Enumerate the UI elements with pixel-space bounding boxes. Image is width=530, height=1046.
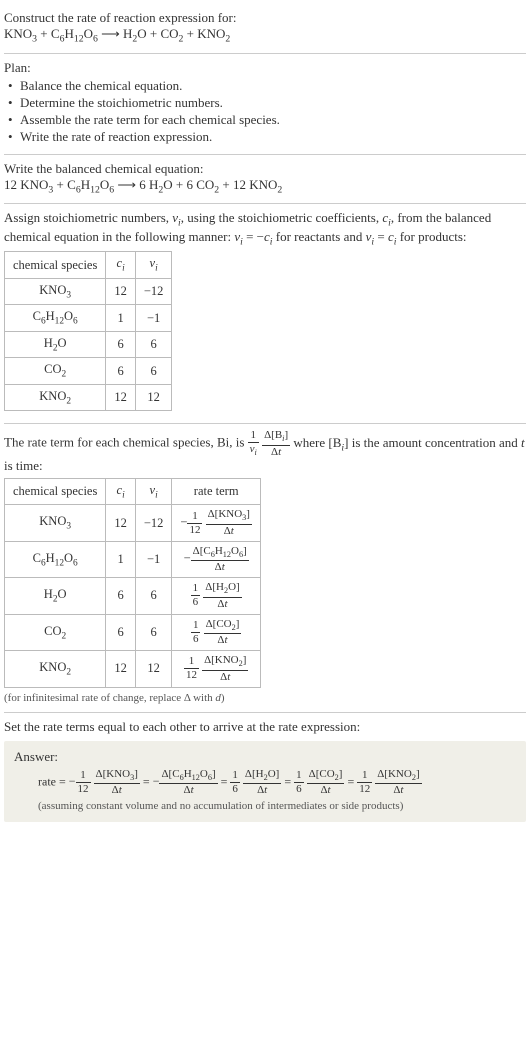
plan-item: Determine the stoichiometric numbers. [20, 95, 526, 111]
cell-species: H2O [5, 578, 106, 614]
table-row: KNO312−12 [5, 278, 172, 305]
rateterm-intro: The rate term for each chemical species,… [4, 430, 526, 473]
table-row: KNO21212 [5, 384, 172, 411]
col-species: chemical species [5, 252, 106, 279]
cell-vi: 6 [135, 578, 172, 614]
col-ci: ci [106, 252, 136, 279]
cell-vi: −12 [135, 505, 172, 541]
cell-ci: 12 [106, 278, 136, 305]
table-row: H2O66 [5, 331, 172, 358]
cell-vi: −1 [135, 305, 172, 332]
table-header-row: chemical species ci νi rate term [5, 478, 261, 505]
cell-species: KNO3 [5, 278, 106, 305]
stoich-intro: Assign stoichiometric numbers, νi, using… [4, 210, 526, 247]
plan-section: Plan: Balance the chemical equation. Det… [4, 54, 526, 155]
table-row: KNO2 12 12 112 Δ[KNO2]Δt [5, 651, 261, 687]
table-row: KNO3 12 −12 −112 Δ[KNO3]Δt [5, 505, 261, 541]
col-ci: ci [106, 478, 136, 505]
rate-table: chemical species ci νi rate term KNO3 12… [4, 478, 261, 688]
cell-vi: 6 [135, 614, 172, 650]
cell-species: KNO2 [5, 651, 106, 687]
table-row: C6H12O6 1 −1 −Δ[C6H12O6]Δt [5, 541, 261, 577]
col-rate: rate term [172, 478, 261, 505]
final-section: Set the rate terms equal to each other t… [4, 713, 526, 830]
rateterm-intro-a: The rate term for each chemical species,… [4, 435, 248, 450]
balanced-equation: 12 KNO3 + C6H12O6 ⟶ 6 H2O + 6 CO2 + 12 K… [4, 177, 526, 196]
cell-species: C6H12O6 [5, 541, 106, 577]
cell-vi: 6 [135, 331, 172, 358]
col-vi: νi [135, 478, 172, 505]
cell-rate: 16 Δ[H2O]Δt [172, 578, 261, 614]
plan-heading: Plan: [4, 60, 526, 76]
plan-list: Balance the chemical equation. Determine… [4, 78, 526, 145]
stoich-section: Assign stoichiometric numbers, νi, using… [4, 204, 526, 424]
plan-item: Balance the chemical equation. [20, 78, 526, 94]
answer-note: (assuming constant volume and no accumul… [14, 800, 516, 812]
table-row: C6H12O61−1 [5, 305, 172, 332]
infinitesimal-note: (for infinitesimal rate of change, repla… [4, 692, 526, 704]
balanced-section: Write the balanced chemical equation: 12… [4, 155, 526, 205]
cell-species: KNO2 [5, 384, 106, 411]
cell-vi: −12 [135, 278, 172, 305]
cell-rate: −Δ[C6H12O6]Δt [172, 541, 261, 577]
cell-ci: 1 [106, 305, 136, 332]
cell-ci: 1 [106, 541, 136, 577]
cell-ci: 6 [106, 358, 136, 385]
rate-word: rate [38, 774, 56, 788]
cell-ci: 12 [106, 384, 136, 411]
table-row: CO266 [5, 358, 172, 385]
rateterm-section: The rate term for each chemical species,… [4, 424, 526, 712]
answer-box: Answer: rate = −112 Δ[KNO3]Δt = −Δ[C6H12… [4, 741, 526, 822]
cell-species: CO2 [5, 358, 106, 385]
cell-species: C6H12O6 [5, 305, 106, 332]
cell-species: H2O [5, 331, 106, 358]
cell-vi: 12 [135, 651, 172, 687]
rate-expression: rate = −112 Δ[KNO3]Δt = −Δ[C6H12O6]Δt = … [14, 769, 516, 796]
cell-species: CO2 [5, 614, 106, 650]
cell-rate: −112 Δ[KNO3]Δt [172, 505, 261, 541]
question-prompt: Construct the rate of reaction expressio… [4, 10, 526, 26]
table-row: CO2 6 6 16 Δ[CO2]Δt [5, 614, 261, 650]
balanced-heading: Write the balanced chemical equation: [4, 161, 526, 177]
unbalanced-equation: KNO3 + C6H12O6 ⟶ H2O + CO2 + KNO2 [4, 26, 526, 45]
final-heading: Set the rate terms equal to each other t… [4, 719, 526, 735]
plan-item: Write the rate of reaction expression. [20, 129, 526, 145]
col-species: chemical species [5, 478, 106, 505]
answer-label: Answer: [14, 749, 516, 765]
cell-vi: 6 [135, 358, 172, 385]
plan-item: Assemble the rate term for each chemical… [20, 112, 526, 128]
cell-species: KNO3 [5, 505, 106, 541]
cell-ci: 6 [106, 614, 136, 650]
cell-ci: 12 [106, 651, 136, 687]
stoich-table: chemical species ci νi KNO312−12 C6H12O6… [4, 251, 172, 411]
cell-vi: 12 [135, 384, 172, 411]
col-vi: νi [135, 252, 172, 279]
cell-rate: 112 Δ[KNO2]Δt [172, 651, 261, 687]
table-header-row: chemical species ci νi [5, 252, 172, 279]
cell-rate: 16 Δ[CO2]Δt [172, 614, 261, 650]
question-section: Construct the rate of reaction expressio… [4, 4, 526, 54]
table-row: H2O 6 6 16 Δ[H2O]Δt [5, 578, 261, 614]
cell-ci: 6 [106, 331, 136, 358]
cell-ci: 6 [106, 578, 136, 614]
cell-vi: −1 [135, 541, 172, 577]
cell-ci: 12 [106, 505, 136, 541]
